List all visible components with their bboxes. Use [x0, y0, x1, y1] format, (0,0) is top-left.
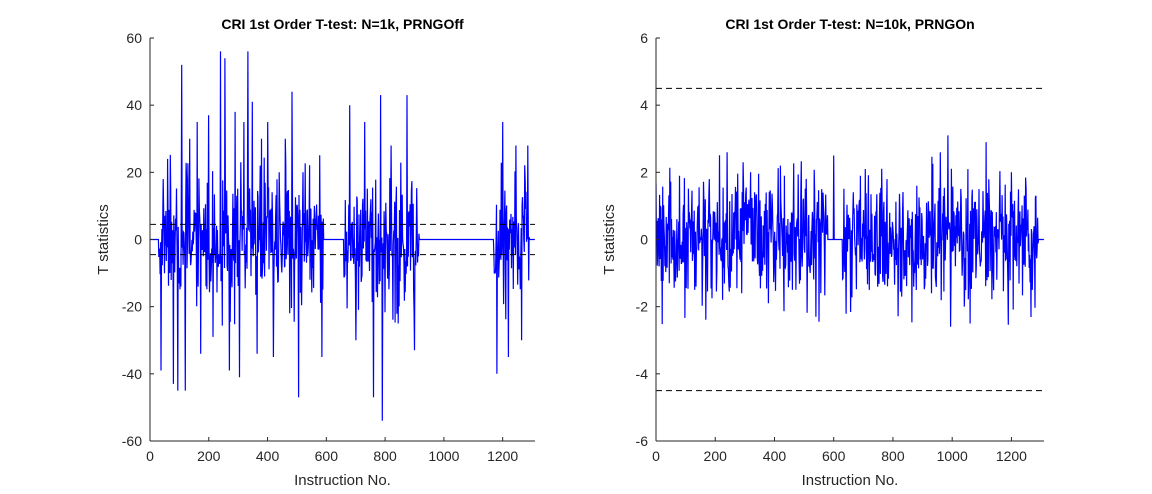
x-tick-label: 0: [146, 448, 154, 464]
series-line: [656, 135, 1044, 327]
y-tick-label: -6: [636, 433, 649, 449]
x-tick-label: 1000: [937, 448, 968, 464]
y-tick-label: 40: [126, 97, 142, 113]
y-tick-label: 20: [126, 164, 142, 180]
x-tick-label: 200: [704, 448, 728, 464]
y-tick-label: 60: [126, 30, 142, 46]
y-tick-label: -4: [636, 366, 649, 382]
y-tick-label: -2: [636, 299, 649, 315]
x-axis-label: Instruction No.: [802, 472, 899, 489]
y-axis-label: T statistics: [601, 204, 618, 275]
x-tick-label: 1000: [428, 448, 459, 464]
x-tick-label: 800: [881, 448, 905, 464]
x-tick-label: 1200: [996, 448, 1027, 464]
y-tick-label: -20: [122, 299, 142, 315]
x-tick-label: 200: [197, 448, 221, 464]
y-tick-label: -40: [122, 366, 142, 382]
y-tick-label: 0: [134, 232, 142, 248]
y-tick-label: 6: [640, 30, 648, 46]
x-tick-label: 400: [256, 448, 280, 464]
y-tick-label: 4: [640, 97, 648, 113]
y-axis-label: T statistics: [95, 204, 112, 275]
x-tick-label: 600: [315, 448, 339, 464]
y-tick-label: -60: [122, 433, 142, 449]
chart-title: CRI 1st Order T-test: N=1k, PRNGOff: [221, 16, 464, 32]
x-tick-label: 1200: [487, 448, 518, 464]
x-axis-label: Instruction No.: [294, 472, 391, 489]
chart-title: CRI 1st Order T-test: N=10k, PRNGOn: [725, 16, 974, 32]
series-line: [150, 51, 535, 421]
x-tick-label: 400: [763, 448, 787, 464]
y-tick-label: 2: [640, 164, 648, 180]
x-tick-label: 0: [652, 448, 660, 464]
x-tick-label: 600: [822, 448, 846, 464]
y-tick-label: 0: [640, 232, 648, 248]
chart-2: CRI 1st Order T-test: N=10k, PRNGOn 0 200 4…: [601, 16, 1044, 489]
x-tick-label: 800: [373, 448, 397, 464]
